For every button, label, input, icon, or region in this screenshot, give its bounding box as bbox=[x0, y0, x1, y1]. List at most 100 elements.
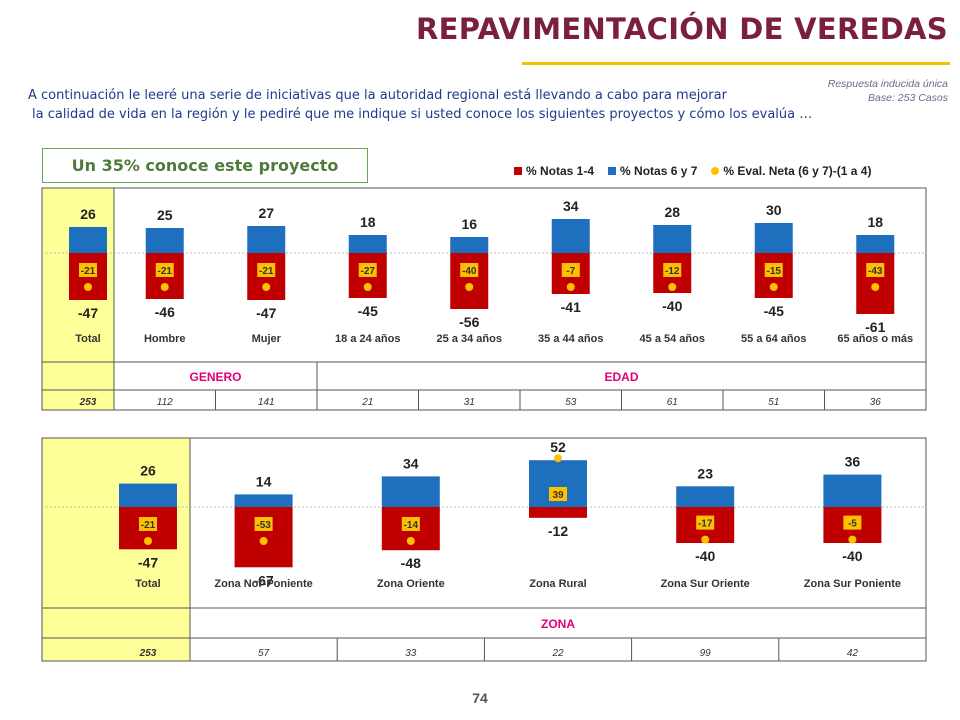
base-count-25-a-34-anos: 31 bbox=[464, 397, 475, 408]
label-net-55-a-64-anos: -15 bbox=[767, 266, 782, 277]
net-box-zona-nor-poniente bbox=[254, 517, 273, 531]
bar-positive-35-a-44-anos bbox=[551, 219, 590, 253]
label-positive-mujer: 27 bbox=[258, 205, 274, 221]
label-negative-55-a-64-anos: -45 bbox=[764, 303, 784, 319]
label-negative-18-a-24-anos: -45 bbox=[358, 303, 378, 319]
base-count-zona-oriente: 33 bbox=[405, 648, 417, 659]
category-label-hombre: Hombre bbox=[144, 333, 186, 345]
base-count-18-a-24-anos: 21 bbox=[361, 397, 373, 408]
category-label-55-a-64-anos: 55 a 64 años bbox=[741, 333, 806, 345]
net-dot-55-a-64-anos bbox=[769, 283, 778, 291]
base-note: Respuesta inducida única Base: 253 Casos bbox=[828, 77, 948, 105]
label-positive-35-a-44-anos: 34 bbox=[563, 198, 579, 214]
net-box-zona-sur-oriente bbox=[696, 515, 715, 530]
legend-label-pos: % Notas 6 y 7 bbox=[620, 164, 698, 178]
label-negative-total: -47 bbox=[138, 554, 158, 570]
net-dot-35-a-44-anos bbox=[566, 283, 575, 291]
label-net-65-anos-o-mas: -43 bbox=[868, 266, 883, 277]
category-label-zona-nor-poniente: Zona Nor-Poniente bbox=[214, 578, 312, 590]
base-count-zona-sur-poniente: 42 bbox=[847, 648, 859, 659]
net-dot-45-a-54-anos bbox=[668, 283, 677, 291]
intro-text: A continuación le leeré una serie de ini… bbox=[28, 86, 812, 124]
legend-label-net: % Eval. Neta (6 y 7)-(1 a 4) bbox=[723, 164, 872, 178]
base-note-line-1: Respuesta inducida única bbox=[827, 78, 948, 90]
net-box-hombre bbox=[155, 263, 174, 277]
legend-dot-net bbox=[711, 167, 720, 175]
awareness-box: Un 35% conoce este proyecto bbox=[42, 148, 368, 183]
net-dot-total bbox=[144, 537, 152, 545]
legend-item-pos: % Notas 6 y 7 bbox=[608, 164, 697, 178]
net-dot-65-anos-o-mas bbox=[871, 283, 880, 291]
base-count-zona-nor-poniente: 57 bbox=[258, 648, 270, 659]
label-negative-65-anos-o-mas: -61 bbox=[865, 319, 885, 335]
bar-positive-total bbox=[69, 227, 107, 253]
net-dot-18-a-24-anos bbox=[363, 283, 372, 291]
net-dot-zona-oriente bbox=[406, 537, 415, 545]
label-net-hombre: -21 bbox=[158, 266, 173, 277]
label-negative-hombre: -46 bbox=[155, 304, 175, 320]
base-count-35-a-44-anos: 53 bbox=[565, 397, 577, 408]
label-net-18-a-24-anos: -27 bbox=[361, 266, 376, 277]
title-underline bbox=[522, 62, 950, 65]
label-net-total: -21 bbox=[141, 520, 156, 531]
label-negative-total: -47 bbox=[78, 305, 98, 321]
label-net-zona-sur-oriente: -17 bbox=[698, 519, 713, 530]
label-negative-zona-rural: -12 bbox=[548, 523, 568, 539]
label-positive-65-anos-o-mas: 18 bbox=[867, 214, 883, 230]
category-label-total: Total bbox=[135, 578, 160, 590]
label-positive-zona-sur-oriente: 23 bbox=[697, 465, 713, 481]
label-net-zona-sur-poniente: -5 bbox=[848, 519, 857, 530]
base-count-55-a-64-anos: 51 bbox=[768, 397, 779, 408]
category-label-zona-oriente: Zona Oriente bbox=[377, 578, 445, 590]
label-negative-zona-oriente: -48 bbox=[401, 555, 421, 571]
label-net-zona-oriente: -14 bbox=[404, 520, 419, 531]
label-net-zona-rural: 39 bbox=[552, 490, 564, 501]
label-positive-hombre: 25 bbox=[157, 207, 173, 223]
bar-positive-hombre bbox=[145, 228, 184, 253]
base-count-zona-rural: 22 bbox=[551, 648, 564, 659]
net-dot-zona-sur-oriente bbox=[701, 535, 710, 544]
base-count-mujer: 141 bbox=[258, 397, 275, 408]
net-dot-hombre bbox=[160, 283, 169, 291]
label-positive-45-a-54-anos: 28 bbox=[664, 204, 680, 220]
bar-positive-25-a-34-anos bbox=[450, 237, 489, 253]
intro-line-1: A continuación le leeré una serie de ini… bbox=[28, 88, 727, 103]
label-negative-zona-sur-poniente: -40 bbox=[842, 548, 862, 564]
page-number: 74 bbox=[472, 690, 488, 706]
label-positive-zona-nor-poniente: 14 bbox=[256, 473, 272, 489]
label-negative-zona-nor-poniente: -67 bbox=[253, 572, 273, 588]
legend-swatch-neg bbox=[514, 167, 522, 175]
category-label-18-a-24-anos: 18 a 24 años bbox=[335, 333, 400, 345]
net-box-18-a-24-anos bbox=[358, 263, 377, 277]
label-positive-18-a-24-anos: 18 bbox=[360, 214, 376, 230]
label-negative-mujer: -47 bbox=[256, 305, 276, 321]
label-negative-45-a-54-anos: -40 bbox=[662, 298, 682, 314]
label-positive-55-a-64-anos: 30 bbox=[766, 202, 782, 218]
net-box-45-a-54-anos bbox=[663, 263, 682, 277]
bar-positive-total bbox=[119, 483, 177, 507]
net-box-total bbox=[139, 517, 157, 531]
category-label-zona-rural: Zona Rural bbox=[529, 578, 586, 590]
net-dot-mujer bbox=[262, 283, 271, 291]
base-count-total: 253 bbox=[79, 397, 97, 408]
bar-positive-zona-sur-oriente bbox=[676, 486, 735, 507]
net-dot-zona-nor-poniente bbox=[259, 537, 268, 545]
legend-swatch-pos bbox=[608, 167, 617, 175]
net-box-zona-sur-poniente bbox=[843, 515, 862, 530]
net-box-65-anos-o-mas bbox=[866, 263, 885, 277]
category-label-65-anos-o-mas: 65 años o más bbox=[837, 333, 913, 345]
label-positive-zona-sur-poniente: 36 bbox=[845, 454, 861, 470]
category-label-total: Total bbox=[75, 333, 100, 345]
group-label-zona: ZONA bbox=[541, 617, 575, 631]
label-positive-25-a-34-anos: 16 bbox=[461, 216, 477, 232]
label-negative-35-a-44-anos: -41 bbox=[561, 299, 581, 315]
category-label-35-a-44-anos: 35 a 44 años bbox=[538, 333, 603, 345]
bar-positive-55-a-64-anos bbox=[754, 223, 793, 253]
group-label-genero: GENERO bbox=[189, 370, 241, 384]
label-negative-zona-sur-oriente: -40 bbox=[695, 548, 715, 564]
legend-label-neg: % Notas 1-4 bbox=[526, 164, 595, 178]
base-count-total: 253 bbox=[139, 648, 157, 659]
bar-positive-zona-sur-poniente bbox=[823, 474, 882, 507]
intro-line-2: la calidad de vida en la región y le ped… bbox=[32, 107, 813, 122]
total-highlight-1 bbox=[42, 438, 190, 661]
